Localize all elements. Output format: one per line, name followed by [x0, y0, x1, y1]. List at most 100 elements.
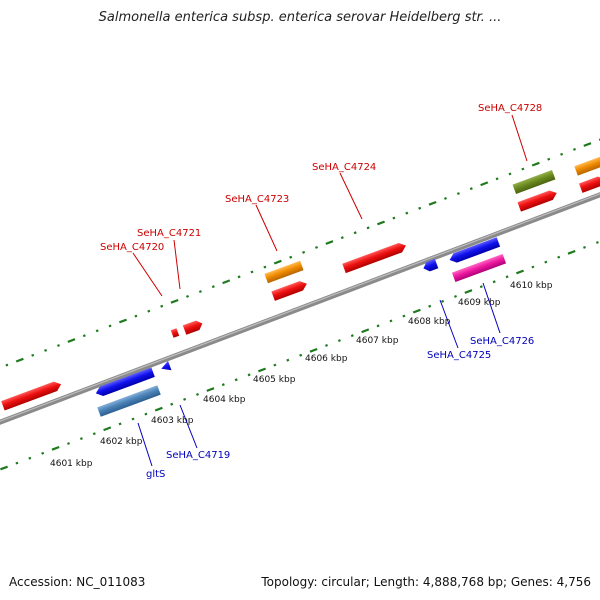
gene-arrow-magenta[interactable] [451, 253, 507, 283]
outer-tick-row [5, 138, 600, 367]
gene-features [1, 154, 600, 417]
minor-tick [521, 167, 525, 171]
gene-arrow[interactable] [342, 241, 407, 274]
minor-tick [31, 353, 35, 357]
major-tick [15, 357, 24, 363]
minor-tick [557, 255, 561, 259]
gene-arrow[interactable] [579, 174, 600, 193]
gene-label[interactable]: SeHA_C4724 [312, 162, 376, 173]
label-leaders [132, 114, 528, 467]
gene-arrow[interactable] [271, 279, 308, 301]
minor-tick [299, 353, 303, 357]
minor-tick [15, 461, 19, 465]
minor-tick [505, 275, 509, 279]
minor-tick [443, 196, 448, 200]
minor-tick [273, 363, 277, 367]
gene-label[interactable]: SeHA_C4720 [100, 242, 164, 253]
gene-arrow-steelblue[interactable] [97, 385, 161, 417]
major-tick [258, 367, 266, 373]
minor-tick [144, 412, 148, 416]
gene-arrow-reverse[interactable] [94, 367, 155, 399]
minor-tick [353, 231, 357, 235]
gene-arrow-small-reverse[interactable] [422, 258, 439, 273]
minor-tick [583, 245, 586, 249]
minor-tick [495, 177, 499, 181]
minor-tick [131, 417, 135, 421]
minor-tick [118, 422, 122, 426]
gene-arrow-reverse[interactable] [448, 237, 501, 264]
kbp-label: 4609 kbp [458, 298, 501, 308]
genome-backbone-highlight [0, 193, 600, 422]
gene-label[interactable]: SeHA_C4721 [137, 228, 201, 239]
gene-label[interactable]: gltS [146, 469, 165, 480]
genome-backbone [0, 192, 600, 425]
gene-arrow-orange[interactable] [574, 154, 600, 176]
kbp-label: 4603 kbp [151, 416, 194, 426]
minor-tick [95, 329, 99, 333]
kbp-label: 4608 kbp [408, 317, 451, 327]
major-tick [567, 249, 576, 255]
minor-tick [160, 304, 164, 308]
major-tick [309, 347, 318, 353]
minor-tick [263, 265, 267, 269]
map-title: Salmonella enterica subsp. enterica sero… [98, 10, 502, 25]
minor-tick [221, 383, 225, 387]
kbp-label: 4605 kbp [253, 375, 296, 385]
major-tick [67, 338, 76, 343]
minor-tick [392, 216, 396, 220]
minor-tick [366, 226, 370, 230]
minor-tick [286, 358, 290, 362]
minor-tick [302, 250, 306, 254]
gene-arrow-olive[interactable] [512, 170, 556, 194]
gene-label[interactable]: SeHA_C4719 [166, 450, 230, 461]
minor-tick [492, 280, 496, 284]
genome-stats-text: Topology: circular; Length: 4,888,768 bp… [261, 575, 591, 589]
minor-tick [41, 451, 45, 455]
minor-tick [198, 290, 202, 294]
minor-tick [67, 442, 70, 445]
major-tick [325, 240, 334, 245]
minor-tick [211, 285, 215, 289]
minor-tick [453, 294, 458, 298]
gene-arrow-orange[interactable] [264, 260, 304, 284]
major-tick [206, 387, 215, 392]
minor-tick [289, 255, 293, 259]
kbp-label: 4610 kbp [510, 281, 553, 291]
major-tick [361, 328, 370, 334]
kbp-label: 4601 kbp [50, 459, 93, 469]
reverse-gene-labels: gltS SeHA_C4719 SeHA_C4725 SeHA_C4726 [146, 336, 534, 480]
minor-tick [573, 147, 576, 151]
gene-arrow-small-reverse[interactable] [160, 360, 172, 374]
gene-label[interactable]: SeHA_C4723 [225, 194, 289, 205]
gene-label[interactable]: SeHA_C4726 [470, 336, 534, 347]
minor-tick [350, 334, 354, 338]
gene-arrow-small[interactable] [170, 328, 180, 338]
gene-arrow-small[interactable] [182, 319, 204, 335]
gene-arrow[interactable] [517, 188, 559, 212]
minor-tick [337, 339, 341, 343]
major-tick [377, 220, 385, 226]
minor-tick [195, 392, 200, 396]
accession-text: Accession: NC_011083 [9, 575, 146, 589]
minor-tick [389, 319, 393, 323]
major-tick [119, 318, 127, 324]
gene-arrow[interactable] [1, 380, 63, 411]
kbp-label: 4602 kbp [100, 437, 143, 447]
minor-tick [544, 260, 548, 264]
gene-label[interactable]: SeHA_C4725 [427, 350, 491, 361]
major-tick [154, 406, 163, 412]
forward-gene-labels: SeHA_C4720 SeHA_C4721 SeHA_C4723 SeHA_C4… [100, 103, 542, 253]
minor-tick [108, 324, 112, 328]
minor-tick [324, 343, 329, 347]
minor-tick [5, 363, 9, 367]
minor-tick [170, 402, 174, 406]
minor-tick [456, 192, 460, 196]
gene-label[interactable]: SeHA_C4728 [478, 103, 542, 114]
major-tick [0, 465, 8, 471]
kbp-label: 4607 kbp [356, 336, 399, 346]
major-tick [464, 289, 473, 294]
major-tick [103, 426, 112, 432]
minor-tick [247, 373, 251, 377]
major-tick [51, 445, 60, 451]
